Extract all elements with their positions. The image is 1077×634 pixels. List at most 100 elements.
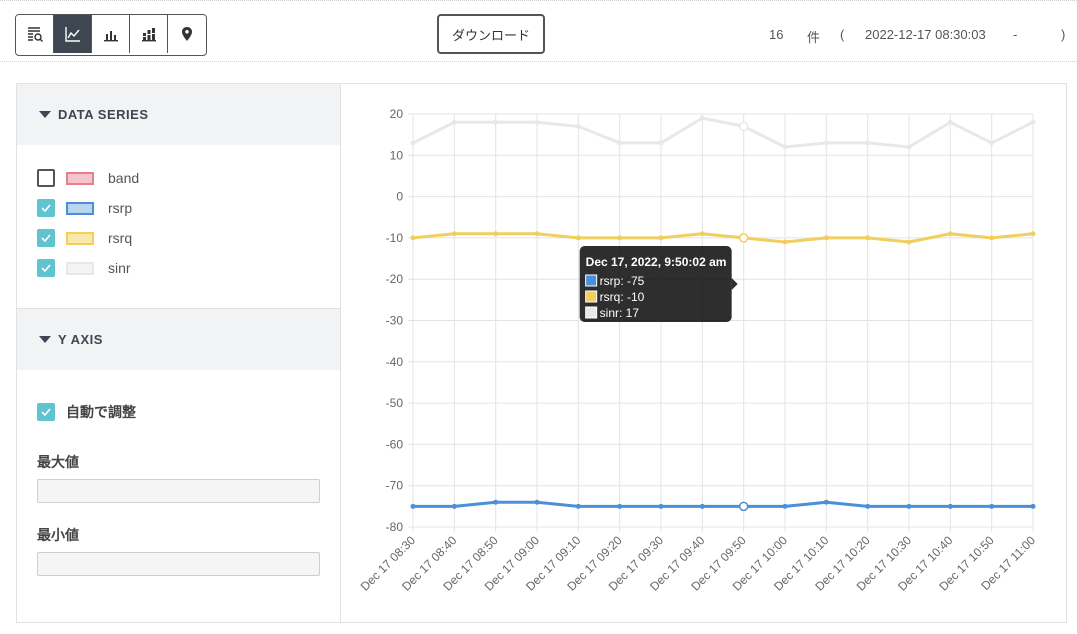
data-point-rsrp[interactable] (658, 503, 664, 509)
tooltip-swatch (585, 306, 598, 319)
series-checkbox[interactable] (37, 229, 55, 247)
y-tick-label: -10 (386, 231, 404, 245)
bar-chart-button[interactable] (92, 15, 130, 53)
series-toggle-rsrp[interactable]: rsrp (37, 198, 132, 218)
result-count: 16 (769, 27, 784, 42)
series-toggle-band[interactable]: band (37, 168, 139, 188)
data-point-rsrp[interactable] (865, 503, 871, 509)
map-view-button[interactable] (168, 15, 206, 53)
data-point-sinr[interactable] (989, 140, 995, 146)
data-point-rsrp[interactable] (738, 501, 749, 512)
tooltip-item: rsrp: -75 (600, 274, 645, 288)
list-search-icon (27, 27, 43, 42)
series-line-sinr (412, 116, 1034, 149)
data-point-sinr[interactable] (493, 119, 499, 125)
data-point-sinr[interactable] (906, 144, 912, 150)
data-point-rsrp[interactable] (534, 499, 540, 505)
data-point-rsrq[interactable] (906, 239, 912, 245)
auto-adjust-toggle[interactable]: 自動で調整 (37, 402, 136, 422)
range-start: 2022-12-17 08:30:03 (865, 27, 986, 42)
y-axis-header[interactable]: Y AXIS (17, 309, 340, 370)
data-point-sinr[interactable] (782, 144, 788, 150)
tooltip-title: Dec 17, 2022, 9:50:02 am (586, 255, 727, 269)
data-point-rsrp[interactable] (493, 499, 499, 505)
series-checkbox[interactable] (37, 259, 55, 277)
data-point-sinr[interactable] (617, 140, 623, 146)
y-tick-label: 0 (396, 190, 403, 204)
line-chart-button[interactable] (54, 15, 92, 53)
data-series-title: DATA SERIES (58, 107, 149, 122)
data-point-rsrp[interactable] (617, 503, 623, 509)
data-point-rsrq[interactable] (823, 235, 829, 241)
stacked-bar-icon (141, 28, 156, 42)
range-paren-close: ) (1061, 27, 1066, 42)
data-point-rsrp[interactable] (947, 503, 953, 509)
tooltip-item: rsrq: -10 (600, 290, 645, 304)
data-point-rsrq[interactable] (1030, 231, 1036, 237)
data-point-rsrq[interactable] (738, 233, 749, 243)
data-point-rsrq[interactable] (947, 231, 953, 237)
data-point-rsrq[interactable] (782, 239, 788, 245)
data-point-rsrq[interactable] (575, 235, 581, 241)
line-chart-icon (64, 27, 80, 42)
range-paren-open: ( (840, 27, 845, 42)
data-point-sinr[interactable] (947, 119, 953, 125)
data-point-sinr[interactable] (410, 140, 416, 146)
download-button[interactable]: ダウンロード (437, 14, 545, 54)
data-point-rsrq[interactable] (989, 235, 995, 241)
series-checkbox[interactable] (37, 169, 55, 187)
data-point-rsrp[interactable] (823, 499, 829, 505)
data-point-sinr[interactable] (534, 119, 540, 125)
y-tick-label: -80 (386, 520, 404, 534)
map-pin-icon (182, 27, 192, 41)
data-point-rsrp[interactable] (410, 503, 416, 509)
min-value-input[interactable] (37, 552, 320, 576)
series-label: sinr (108, 260, 131, 276)
data-point-sinr[interactable] (1030, 119, 1036, 125)
series-checkbox[interactable] (37, 199, 55, 217)
data-point-rsrp[interactable] (575, 503, 581, 509)
data-point-rsrq[interactable] (534, 231, 540, 237)
data-point-rsrq[interactable] (410, 235, 416, 241)
max-value-input[interactable] (37, 479, 320, 503)
check-icon (41, 264, 51, 272)
auto-adjust-checkbox[interactable] (37, 403, 55, 421)
data-point-sinr[interactable] (738, 121, 749, 132)
data-point-sinr[interactable] (575, 123, 581, 129)
data-point-rsrq[interactable] (617, 235, 623, 241)
series-line-rsrp (413, 500, 1033, 508)
data-point-rsrp[interactable] (451, 503, 457, 509)
data-point-sinr[interactable] (658, 140, 664, 146)
data-point-rsrq[interactable] (699, 231, 705, 237)
data-point-sinr[interactable] (451, 119, 457, 125)
range-separator: - (1013, 27, 1018, 42)
data-point-rsrq[interactable] (493, 231, 499, 237)
y-tick-label: 20 (390, 107, 404, 121)
y-tick-label: -50 (386, 396, 404, 410)
stacked-bar-button[interactable] (130, 15, 168, 53)
tooltip-swatch (585, 290, 598, 303)
tooltip-arrow (731, 278, 738, 290)
series-color-swatch (66, 261, 94, 275)
data-point-rsrp[interactable] (906, 503, 912, 509)
data-point-rsrq[interactable] (451, 231, 457, 237)
data-series-header[interactable]: DATA SERIES (17, 84, 340, 145)
series-toggle-rsrq[interactable]: rsrq (37, 228, 132, 248)
data-point-rsrq[interactable] (658, 235, 664, 241)
series-toggle-sinr[interactable]: sinr (37, 258, 131, 278)
data-point-sinr[interactable] (699, 115, 705, 121)
data-point-rsrp[interactable] (782, 503, 788, 509)
data-point-rsrq[interactable] (865, 235, 871, 241)
result-count-unit: 件 (807, 30, 821, 45)
series-color-swatch (66, 231, 94, 245)
data-point-rsrp[interactable] (989, 503, 995, 509)
y-axis-title: Y AXIS (58, 332, 103, 347)
series-label: rsrp (108, 200, 133, 216)
y-tick-label: 10 (390, 148, 404, 162)
data-point-sinr[interactable] (823, 140, 829, 146)
data-point-rsrp[interactable] (1030, 503, 1036, 509)
y-tick-label: -60 (386, 437, 404, 451)
data-point-sinr[interactable] (865, 140, 871, 146)
list-view-button[interactable] (16, 15, 54, 53)
data-point-rsrp[interactable] (699, 503, 705, 509)
